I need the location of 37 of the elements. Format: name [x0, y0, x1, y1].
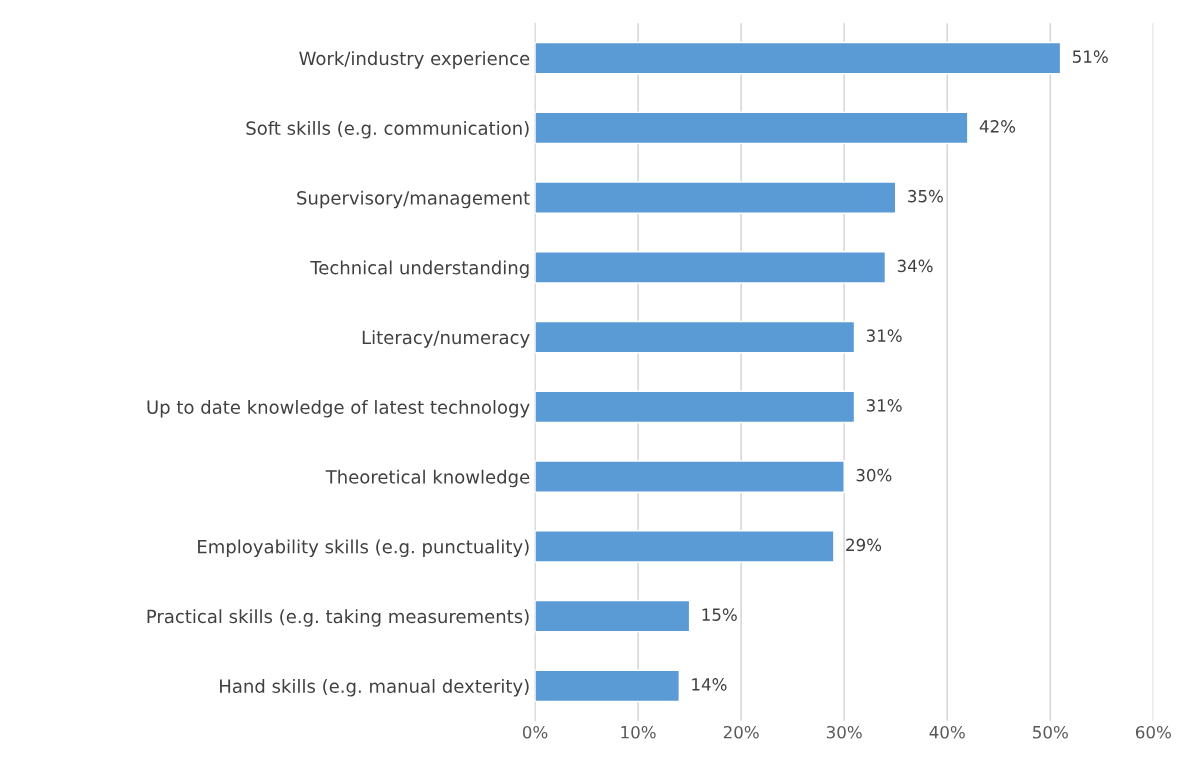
data-label: 51% — [1072, 50, 1108, 63]
x-tick-label: 40% — [929, 725, 965, 739]
data-label: 30% — [856, 468, 892, 482]
data-label: 34% — [897, 259, 933, 273]
x-tick-label: 10% — [621, 725, 656, 739]
y-tick-label: Up to date knowledge of latest technology — [147, 400, 530, 418]
x-tick-label: 30% — [826, 725, 862, 739]
data-label: 31% — [866, 329, 902, 342]
data-label: 14% — [692, 678, 727, 691]
bar — [535, 111, 969, 145]
bar — [535, 529, 835, 563]
y-tick-label: Theoretical knowledge — [325, 469, 530, 488]
data-label: 29% — [846, 538, 882, 552]
bar — [535, 390, 856, 424]
bar — [535, 599, 691, 633]
y-tick-label: Employability skills (e.g. punctuality) — [198, 539, 529, 557]
x-tick-label: 60% — [1135, 725, 1171, 739]
y-tick-label: Work/industry experience — [299, 51, 530, 69]
data-label: 15% — [702, 608, 737, 621]
bar — [535, 250, 887, 284]
bar — [535, 41, 1062, 75]
x-tick-label: 50% — [1033, 725, 1068, 739]
bar — [535, 320, 856, 354]
data-label: 42% — [979, 120, 1016, 133]
x-tick-label: 0% — [522, 725, 548, 739]
bar — [535, 460, 845, 494]
y-tick-label: Practical skills (e.g. taking measurements) — [147, 609, 529, 627]
data-label: 35% — [908, 189, 943, 203]
bar — [535, 669, 681, 703]
y-tick-label: Supervisory/management — [297, 190, 530, 209]
x-tick-label: 20% — [723, 725, 759, 739]
data-label: 31% — [866, 399, 902, 412]
y-tick-label: Soft skills (e.g. communication) — [246, 121, 529, 139]
y-tick-label: Literacy/numeracy — [362, 330, 530, 348]
y-tick-label: Hand skills (e.g. manual dexterity) — [220, 679, 529, 697]
y-tick-label: Technical understanding — [310, 260, 529, 278]
bar — [535, 181, 897, 215]
